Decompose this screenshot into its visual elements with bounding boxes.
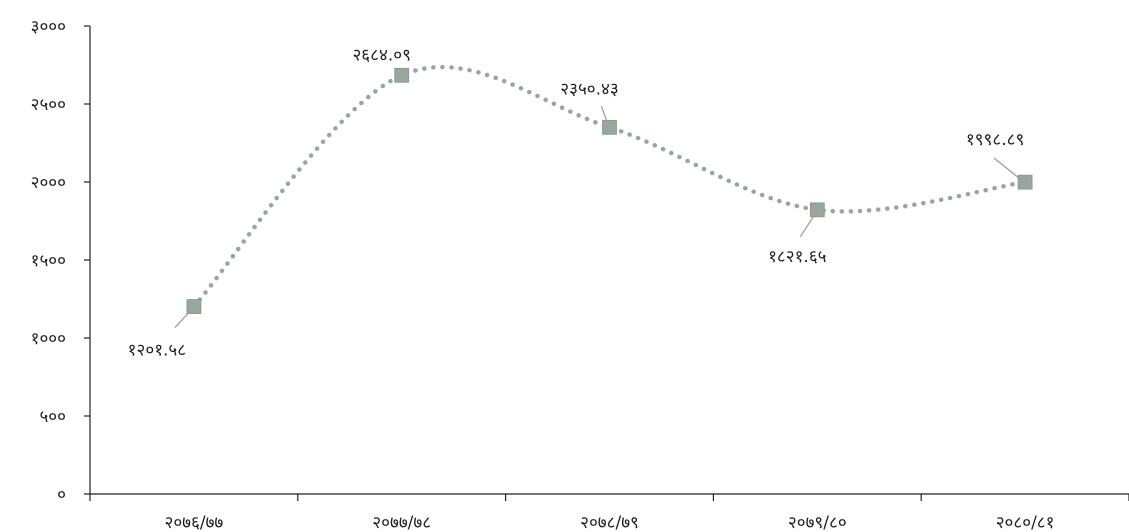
data-label: १८२१.६५: [768, 247, 826, 267]
data-label: २३५०.४३: [560, 79, 618, 99]
y-axis: ० ५०० १००० १५०० २००० २५०० ३०००: [31, 17, 91, 505]
x-tick-label: २०७९/८०: [788, 513, 847, 532]
data-label-leader: [174, 312, 190, 328]
data-point-marker: [394, 67, 410, 83]
series-line: [191, 64, 1028, 309]
x-tick-label: २०८०/८१: [996, 513, 1055, 532]
y-tick-label: ०: [57, 485, 66, 505]
x-tick-label: २०७७/७८: [372, 513, 431, 532]
data-point-marker: [186, 299, 202, 314]
data-label-leaders: [174, 106, 1020, 328]
y-tick-label: ३०००: [31, 17, 66, 37]
data-markers: [186, 67, 1033, 314]
y-tick-label: २५००: [31, 95, 66, 115]
y-tick-label: १०००: [31, 329, 66, 349]
data-label-leader: [600, 106, 608, 121]
data-point-marker: [1017, 174, 1033, 190]
data-point-marker: [602, 119, 617, 135]
data-label-leader: [993, 157, 1020, 179]
x-tick-label: २०७८/७९: [580, 513, 639, 532]
data-label: १९९८.८९: [966, 130, 1024, 150]
y-tick-label: १५००: [31, 251, 66, 271]
data-labels: १२०१.५८ २६८४.०९ २३५०.४३ १८२१.६५ १९९८.८९: [128, 45, 1025, 360]
data-point-marker: [809, 202, 825, 218]
data-label: १२०१.५८: [128, 341, 186, 361]
y-tick-label: २०००: [31, 173, 66, 193]
x-tick-label: २०७६/७७: [165, 513, 224, 532]
y-tick-label: ५००: [39, 407, 66, 427]
data-label-leader: [799, 216, 814, 238]
x-axis: २०७६/७७ २०७७/७८ २०७८/७९ २०७९/८० २०८०/८१: [89, 493, 1129, 532]
data-label: २६८४.०९: [352, 45, 410, 65]
